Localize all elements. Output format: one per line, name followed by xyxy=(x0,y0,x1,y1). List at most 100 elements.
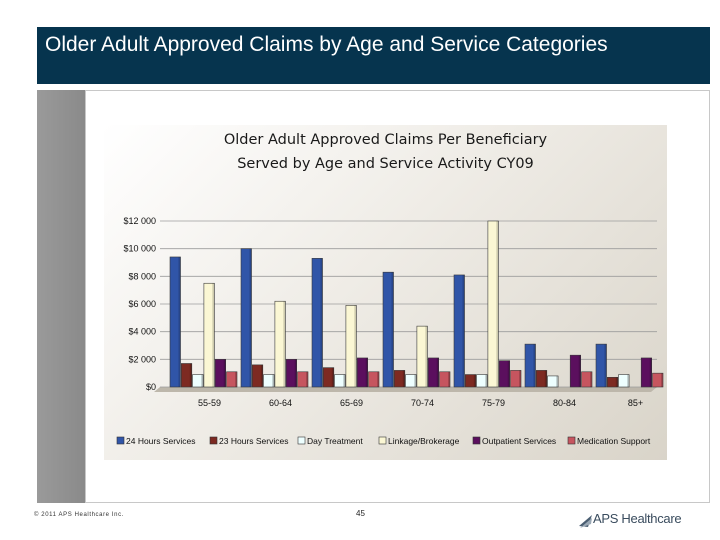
slide-title: Older Adult Approved Claims by Age and S… xyxy=(37,27,710,84)
legend-label: Outpatient Services xyxy=(482,436,556,446)
legend-swatch xyxy=(209,436,218,445)
bar xyxy=(356,357,369,388)
bar xyxy=(640,357,653,388)
bar-shade xyxy=(377,371,379,387)
bar xyxy=(214,359,226,388)
bar xyxy=(569,354,582,388)
bar xyxy=(405,374,417,388)
legend-swatch xyxy=(297,436,306,445)
legend-swatch xyxy=(567,436,576,445)
bar-shade xyxy=(414,374,417,387)
bar xyxy=(203,282,215,388)
bar-shade xyxy=(331,367,334,387)
bar xyxy=(192,374,204,388)
bar xyxy=(181,363,193,388)
bar-shade xyxy=(354,305,357,387)
bar-shade xyxy=(615,377,618,387)
bar-shade xyxy=(627,374,630,387)
bar xyxy=(226,371,238,388)
y-tick-label: $4 000 xyxy=(128,327,156,337)
bar xyxy=(453,274,465,388)
bar xyxy=(334,374,346,388)
y-tick-label: $2 000 xyxy=(128,354,156,364)
bar-shade xyxy=(189,363,192,387)
bar xyxy=(297,371,309,388)
bar-shade xyxy=(294,359,297,387)
footer-copyright: © 2011 APS Healthcare Inc. xyxy=(34,512,124,518)
y-tick-label: $10 000 xyxy=(123,244,156,254)
bar xyxy=(439,371,451,388)
bar-shade xyxy=(212,283,215,387)
legend-label: 23 Hours Services xyxy=(219,436,288,446)
bar-shade xyxy=(283,301,286,387)
legend-swatch xyxy=(472,436,481,445)
legend-swatch xyxy=(378,436,387,445)
bar-shade xyxy=(343,374,346,387)
chart-title-line-1: Older Adult Approved Claims Per Benefici… xyxy=(223,132,548,148)
bar-shade xyxy=(507,360,510,387)
bar xyxy=(263,374,275,388)
bar-shade xyxy=(436,357,439,387)
x-tick-label: 80-84 xyxy=(553,398,576,408)
y-tick-label: $12 000 xyxy=(123,216,156,226)
x-tick-label: 70-74 xyxy=(411,398,434,408)
y-tick-label: $6 000 xyxy=(128,299,156,309)
bar xyxy=(311,258,323,388)
x-tick-label: 60-64 xyxy=(269,398,292,408)
bar xyxy=(427,357,440,388)
bar-shade xyxy=(306,371,308,387)
bar-shade xyxy=(402,370,405,387)
bar-shade xyxy=(223,359,226,387)
bar xyxy=(240,248,252,388)
y-tick-label: $0 xyxy=(146,382,156,392)
bar xyxy=(274,300,286,388)
bar xyxy=(416,325,428,388)
bar-shade xyxy=(661,373,663,387)
bar xyxy=(581,371,593,388)
bar xyxy=(169,256,181,388)
logo-arrow-icon xyxy=(579,515,592,528)
bar xyxy=(322,367,335,388)
bar xyxy=(652,372,664,388)
bar xyxy=(535,370,548,388)
x-tick-label: 85+ xyxy=(628,398,643,408)
x-tick-label: 55-59 xyxy=(198,398,221,408)
bar-shade xyxy=(473,374,476,387)
chart-title-line-2: Served by Age and Service Activity CY09 xyxy=(237,156,534,172)
bar-shade xyxy=(496,221,499,387)
bar xyxy=(464,374,477,388)
bar-shade xyxy=(649,357,652,387)
bar-shade xyxy=(544,370,547,387)
bar-shade xyxy=(462,274,465,387)
bar-shade xyxy=(448,371,450,387)
bar-shade xyxy=(365,357,368,387)
bar-shade xyxy=(556,375,559,387)
legend-label: Medication Support xyxy=(577,436,651,446)
bar-shade xyxy=(425,326,428,387)
bar xyxy=(382,271,394,388)
bar-shade xyxy=(604,344,607,387)
bar-shade xyxy=(533,344,536,387)
chart-title: Older Adult Approved Claims Per Benefici… xyxy=(104,128,667,176)
bar-shade xyxy=(178,256,181,387)
bar xyxy=(487,220,499,388)
bar xyxy=(393,370,406,388)
bar xyxy=(368,371,380,388)
legend-swatch xyxy=(116,436,125,445)
bar xyxy=(345,305,357,388)
bar-shade xyxy=(201,374,204,387)
bar-shade xyxy=(590,371,592,387)
legend-label: Day Treatment xyxy=(307,436,363,446)
bar-shade xyxy=(578,355,581,387)
bar xyxy=(618,374,630,388)
bar xyxy=(606,377,619,388)
aps-healthcare-logo: APS Healthcare xyxy=(578,509,688,531)
bar xyxy=(285,359,298,388)
bar-shade xyxy=(260,364,263,387)
bar-shade xyxy=(391,272,394,387)
bar xyxy=(510,370,522,388)
bar-shade xyxy=(235,371,237,387)
bar xyxy=(252,364,264,388)
legend-label: 24 Hours Services xyxy=(126,436,195,446)
